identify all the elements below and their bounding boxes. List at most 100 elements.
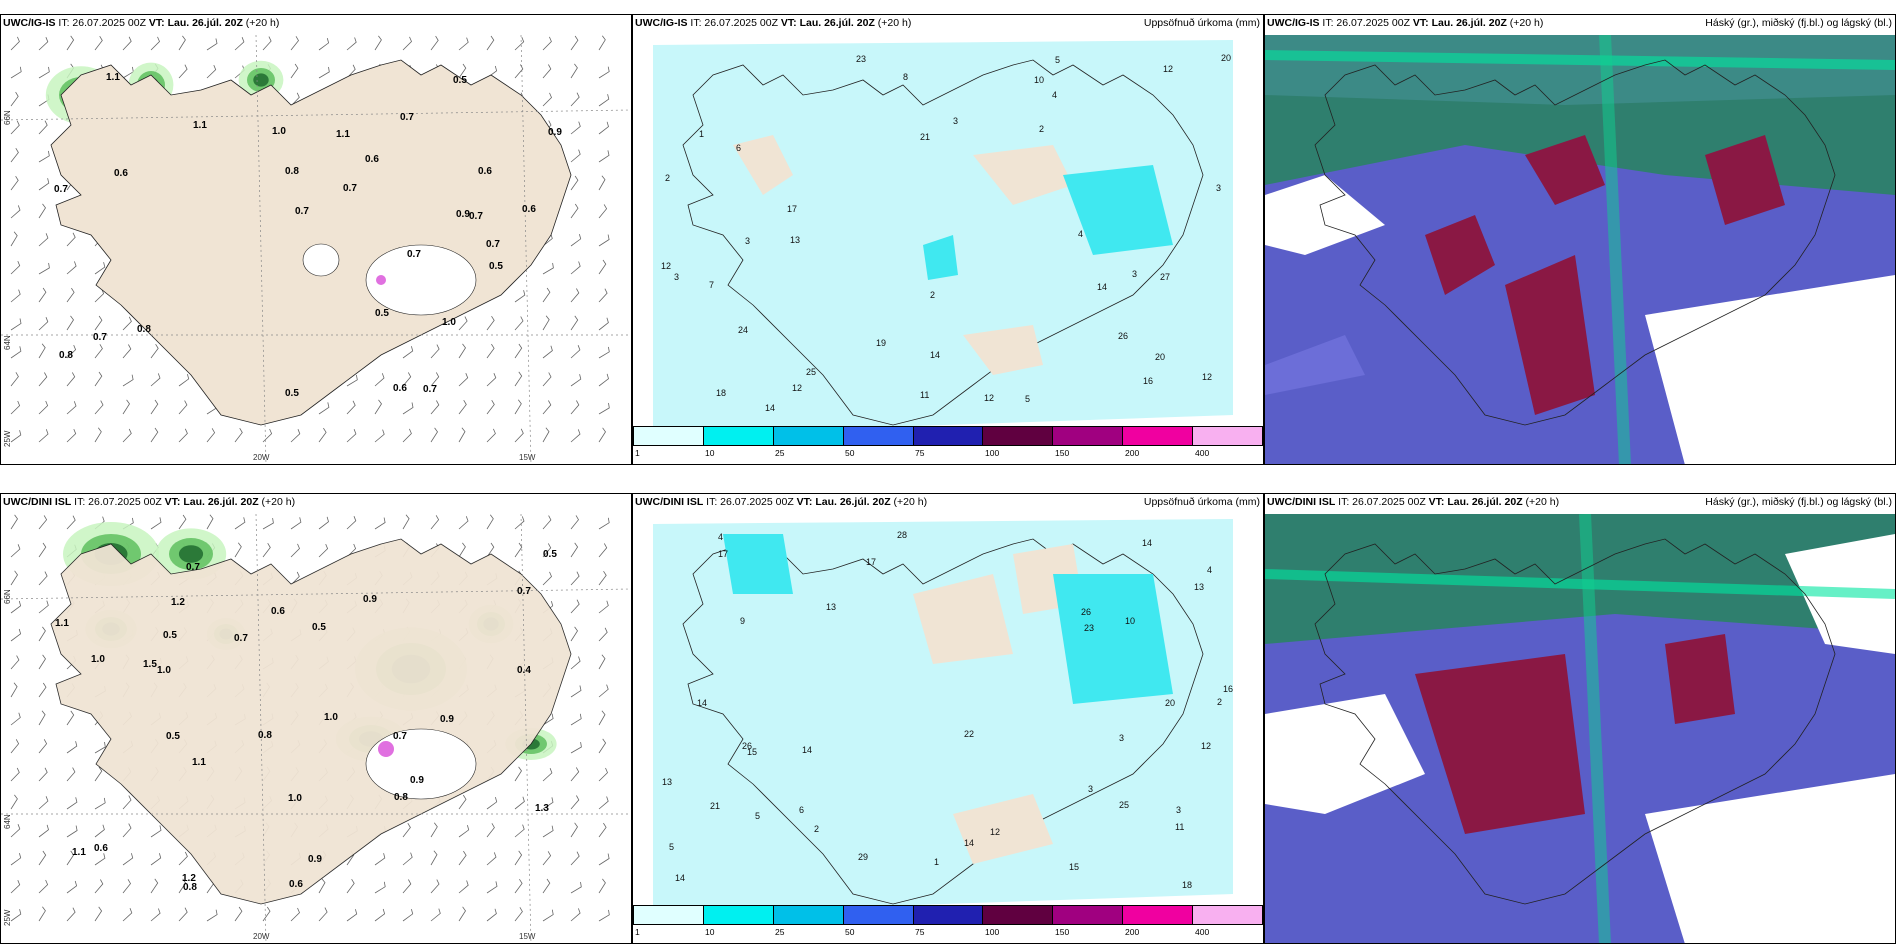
dry-land — [953, 794, 1053, 864]
pressure-value-label: 1.3 — [535, 803, 549, 814]
precip-value-label: 10 — [1125, 616, 1135, 626]
wind-barb — [122, 853, 134, 866]
wind-barb — [402, 852, 413, 866]
wind-barb — [598, 684, 609, 698]
pressure-value-label: 0.5 — [285, 388, 299, 399]
wind-barb — [234, 427, 243, 443]
lon-label: 25W — [3, 430, 12, 447]
wind-barb — [10, 600, 22, 614]
panel-bot-mid: UWC/DINI ISL IT: 26.07.2025 00Z VT: Lau.… — [632, 493, 1264, 944]
wind-barb — [458, 906, 466, 922]
wind-barb — [94, 741, 106, 754]
wind-barb — [38, 343, 46, 359]
wind-barb — [458, 373, 469, 387]
pressure-value-label: 0.5 — [543, 549, 557, 560]
panel-subtitle: Uppsöfnuð úrkoma (mm) — [1143, 496, 1260, 508]
wind-barb — [66, 880, 78, 894]
wind-barb — [290, 429, 301, 443]
wind-barb — [10, 36, 20, 51]
wind-barb — [290, 543, 300, 558]
wind-barb — [10, 66, 22, 79]
wind-barb — [458, 63, 467, 79]
lat-label: 64N — [3, 335, 12, 350]
precip-value-label: 25 — [1119, 800, 1129, 810]
pressure-value-label: 0.7 — [486, 239, 500, 250]
panel-title: UWC/IG-IS IT: 26.07.2025 00Z VT: Lau. 26… — [1267, 17, 1544, 29]
wind-barb — [374, 517, 386, 530]
pressure-value-label: 0.4 — [517, 665, 531, 676]
precip-value-label: 16 — [1223, 684, 1233, 694]
wind-barb — [178, 514, 187, 530]
wind-barb — [318, 878, 326, 894]
wind-barb — [542, 372, 552, 387]
wind-barb — [290, 36, 299, 51]
wind-barb — [570, 599, 580, 614]
wind-barb — [66, 825, 78, 838]
wind-barb — [570, 571, 580, 586]
precip-value-label: 12 — [792, 383, 802, 393]
wind-barb — [598, 517, 610, 530]
wind-barb — [38, 906, 46, 922]
wind-barb — [570, 881, 582, 894]
pressure-value-label: 0.7 — [186, 562, 200, 573]
panel-bot-left: UWC/DINI ISL IT: 26.07.2025 00Z VT: Lau.… — [0, 493, 632, 944]
precip-value-label: 5 — [1055, 55, 1060, 65]
wind-barb — [598, 767, 608, 782]
wind-barb — [514, 516, 525, 530]
wind-barb — [38, 372, 48, 387]
precip-value-label: 21 — [920, 132, 930, 142]
panel-top-mid: UWC/IG-IS IT: 26.07.2025 00Z VT: Lau. 26… — [632, 14, 1264, 465]
colorbar-swatch — [773, 906, 844, 924]
wind-barb — [346, 909, 358, 922]
colorbar-tick-label: 50 — [845, 927, 855, 937]
wind-barb — [374, 429, 385, 443]
wind-barb — [94, 371, 103, 387]
wind-barb — [458, 316, 468, 331]
precip-values: 2357336441281820192117272423251412162613… — [661, 53, 1231, 413]
wind-barb — [122, 374, 134, 387]
wind-barb — [570, 149, 581, 163]
pressure-value-label: 0.6 — [114, 168, 128, 179]
precip-value-label: 14 — [964, 838, 974, 848]
wind-barb — [38, 796, 49, 810]
wind-barb — [486, 852, 497, 866]
precip-value-label: 3 — [745, 236, 750, 246]
wind-barb — [570, 400, 580, 415]
wind-barb — [486, 428, 496, 443]
wind-barb — [598, 543, 608, 558]
wind-barb — [38, 429, 49, 443]
pressure-value-label: 0.8 — [137, 324, 151, 335]
wind-barb — [10, 909, 22, 922]
wind-barb — [10, 570, 18, 586]
precip-value-label: 5 — [669, 842, 674, 852]
precip-value-label: 1 — [934, 857, 939, 867]
precip-value-label: 20 — [1165, 698, 1175, 708]
wind-barb — [122, 908, 133, 922]
wind-barb — [10, 682, 18, 698]
wind-barb — [66, 261, 77, 275]
wind-barb — [430, 850, 438, 866]
wind-barb — [402, 879, 412, 894]
panel-subtitle: Háský (gr.), miðský (fj.bl.) og lágský (… — [1705, 17, 1892, 29]
colorbar-tick-label: 50 — [845, 448, 855, 458]
precip-value-label: 23 — [1084, 623, 1094, 633]
wind-barb — [262, 518, 274, 530]
wind-barb — [10, 430, 22, 443]
wind-barb — [150, 373, 161, 387]
precip-value-label: 4 — [1078, 229, 1083, 239]
wind-barb — [486, 399, 495, 415]
wind-barb — [598, 853, 610, 866]
wind-barb — [514, 907, 523, 922]
panel-title: UWC/DINI ISL IT: 26.07.2025 00Z VT: Lau.… — [635, 496, 928, 508]
wind-barb — [514, 824, 525, 838]
precip-value-label: 26 — [1118, 331, 1128, 341]
pressure-value-label: 0.7 — [54, 184, 68, 195]
wind-barb — [66, 741, 78, 754]
wind-barb — [570, 626, 578, 642]
colorbar-swatch — [1193, 906, 1263, 924]
lon-label: 25W — [3, 909, 12, 926]
pressure-value-label: 0.7 — [295, 206, 309, 217]
wind-barb — [150, 517, 162, 530]
wind-barb — [234, 542, 242, 558]
wind-barb — [10, 880, 21, 894]
